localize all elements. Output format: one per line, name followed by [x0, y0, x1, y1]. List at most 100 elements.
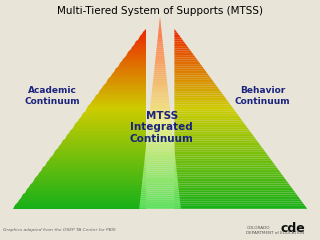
Polygon shape [153, 78, 167, 80]
Polygon shape [26, 189, 146, 191]
Polygon shape [142, 32, 146, 34]
Polygon shape [174, 32, 178, 34]
Polygon shape [142, 176, 178, 178]
Polygon shape [141, 190, 179, 192]
Polygon shape [36, 176, 146, 178]
Polygon shape [124, 56, 146, 58]
Polygon shape [174, 54, 194, 56]
Polygon shape [174, 153, 268, 155]
Polygon shape [116, 66, 146, 68]
Polygon shape [174, 88, 220, 90]
Polygon shape [140, 199, 180, 201]
Polygon shape [144, 161, 176, 163]
Polygon shape [174, 142, 260, 144]
Polygon shape [157, 40, 163, 42]
Polygon shape [107, 79, 146, 81]
Polygon shape [62, 140, 146, 142]
Polygon shape [174, 65, 202, 66]
Polygon shape [49, 158, 146, 160]
Polygon shape [143, 172, 177, 174]
Polygon shape [123, 58, 146, 60]
Polygon shape [94, 97, 146, 99]
Polygon shape [174, 76, 210, 77]
Polygon shape [174, 133, 253, 135]
Polygon shape [174, 180, 287, 182]
Polygon shape [118, 65, 146, 66]
Polygon shape [174, 168, 278, 169]
Polygon shape [84, 110, 146, 112]
Polygon shape [147, 132, 173, 134]
Polygon shape [157, 38, 163, 40]
Polygon shape [174, 92, 222, 94]
Polygon shape [147, 140, 173, 142]
Polygon shape [154, 69, 166, 71]
Polygon shape [157, 46, 163, 48]
Polygon shape [45, 164, 146, 166]
Polygon shape [174, 128, 249, 130]
Polygon shape [174, 74, 209, 76]
Text: cde: cde [281, 222, 306, 234]
Polygon shape [174, 158, 271, 160]
Polygon shape [145, 155, 175, 157]
Polygon shape [174, 48, 190, 50]
Text: Behavior
Continuum: Behavior Continuum [235, 86, 290, 106]
Polygon shape [143, 31, 146, 32]
Polygon shape [174, 126, 247, 128]
Polygon shape [157, 44, 163, 46]
Polygon shape [131, 47, 146, 48]
Polygon shape [174, 132, 252, 133]
Polygon shape [114, 70, 146, 72]
Polygon shape [174, 40, 184, 41]
Polygon shape [153, 82, 167, 84]
Polygon shape [174, 101, 229, 103]
Polygon shape [102, 86, 146, 88]
Polygon shape [174, 189, 294, 191]
Polygon shape [174, 66, 204, 68]
Polygon shape [59, 144, 146, 146]
Polygon shape [144, 159, 176, 161]
Polygon shape [20, 198, 146, 200]
Polygon shape [68, 132, 146, 133]
Polygon shape [156, 57, 164, 59]
Text: Graphics adapted from the OSEP TA Center for PBIS: Graphics adapted from the OSEP TA Center… [3, 228, 116, 232]
Polygon shape [154, 71, 166, 72]
Polygon shape [174, 139, 257, 140]
Polygon shape [158, 34, 162, 36]
Polygon shape [174, 178, 286, 180]
Polygon shape [174, 83, 216, 85]
Polygon shape [174, 50, 192, 52]
Polygon shape [156, 48, 164, 49]
Polygon shape [51, 155, 146, 157]
Polygon shape [54, 151, 146, 153]
Polygon shape [150, 111, 170, 113]
Polygon shape [122, 60, 146, 61]
Polygon shape [174, 52, 193, 54]
Polygon shape [174, 117, 241, 119]
Polygon shape [174, 194, 298, 196]
Polygon shape [174, 34, 180, 36]
Polygon shape [174, 38, 182, 40]
Polygon shape [174, 36, 181, 38]
Polygon shape [156, 51, 164, 53]
Polygon shape [174, 182, 289, 184]
Polygon shape [87, 106, 146, 108]
Polygon shape [83, 112, 146, 113]
Polygon shape [174, 140, 258, 142]
Polygon shape [174, 113, 238, 115]
Polygon shape [174, 148, 263, 149]
Polygon shape [174, 120, 244, 122]
Polygon shape [148, 130, 172, 132]
Polygon shape [15, 204, 146, 205]
Polygon shape [145, 151, 175, 153]
Polygon shape [154, 72, 166, 74]
Polygon shape [174, 119, 242, 120]
Polygon shape [132, 45, 146, 47]
Polygon shape [143, 168, 177, 170]
Polygon shape [134, 43, 146, 45]
Polygon shape [81, 115, 146, 117]
Polygon shape [14, 205, 146, 207]
Polygon shape [140, 203, 180, 205]
Polygon shape [174, 56, 196, 58]
Polygon shape [89, 104, 146, 106]
Polygon shape [148, 126, 172, 128]
